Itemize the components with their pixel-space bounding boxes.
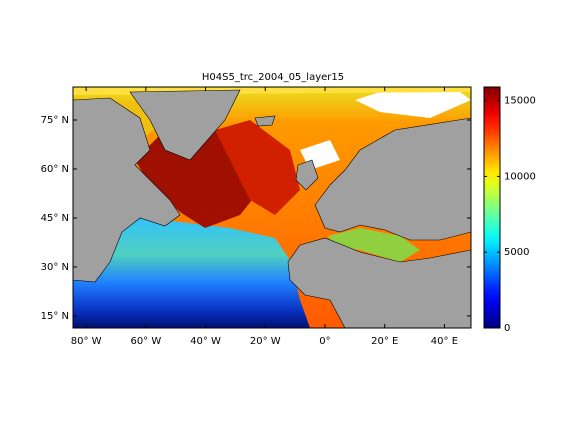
x-tick-label: 20° W [250, 336, 281, 347]
x-tick-label: 60° W [130, 336, 161, 347]
y-tick-label: 45° N [41, 213, 69, 224]
map-field [73, 87, 471, 328]
map-frame [72, 86, 472, 329]
colorbar-tick-label: 0 [504, 323, 510, 334]
colorbar [484, 87, 500, 328]
y-tick-label: 15° N [41, 311, 69, 322]
map-title: H04S5_trc_2004_05_layer15 [202, 72, 344, 83]
y-tick-label: 60° N [41, 164, 69, 175]
colorbar-frame [483, 86, 501, 329]
y-tick-label: 75° N [41, 115, 69, 126]
x-tick-label: 40° W [190, 336, 221, 347]
colorbar-tick-label: 15000 [504, 96, 536, 107]
colorbar-tick-label: 10000 [504, 171, 536, 182]
colorbar-tick-label: 5000 [504, 247, 529, 258]
x-tick-label: 80° W [71, 336, 102, 347]
x-tick-label: 20° E [371, 336, 398, 347]
y-tick-label: 30° N [41, 262, 69, 273]
x-tick-label: 40° E [431, 336, 458, 347]
x-tick-label: 0° [319, 336, 330, 347]
